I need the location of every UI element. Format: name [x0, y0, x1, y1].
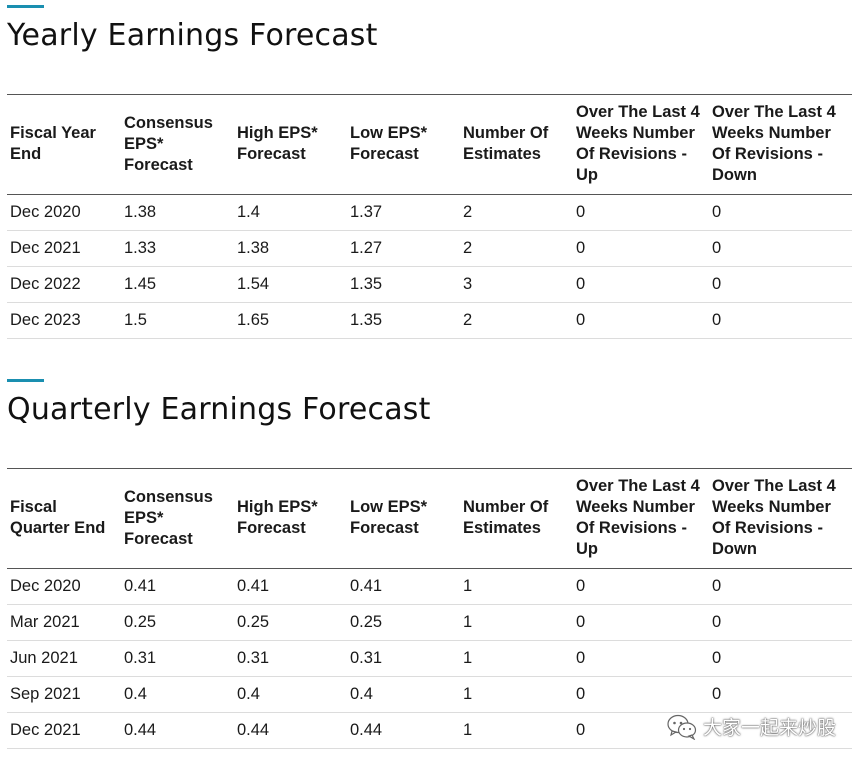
table-cell: 0.44: [121, 712, 234, 749]
table-cell: 3: [460, 266, 573, 303]
table-cell: 0: [573, 604, 709, 641]
watermark-text: 大家一起来炒股: [702, 717, 836, 739]
table-cell: 1.4: [234, 194, 347, 231]
watermark: 大家一起来炒股: [667, 713, 836, 741]
table-cell: Mar 2021: [7, 604, 121, 641]
table-cell: 0: [573, 266, 709, 303]
table-row: Dec 2023 1.5 1.65 1.35 2 0 0: [7, 302, 852, 339]
quarterly-header-consensus-eps: Consensus EPS* Forecast: [124, 487, 213, 548]
table-cell: [709, 712, 852, 749]
table-cell: 0.25: [121, 604, 234, 641]
table-cell: 0: [709, 230, 852, 267]
table-cell: 1.33: [121, 230, 234, 267]
yearly-section: Yearly Earnings Forecast Fiscal Year End…: [7, 5, 852, 339]
quarterly-header-low-eps: Low EPS* Forecast: [350, 498, 428, 537]
table-row: Mar 2021 0.25 0.25 0.25 1 0 0: [7, 604, 852, 641]
quarterly-header-fiscal-quarter-end: Fiscal Quarter End: [10, 498, 106, 537]
yearly-accent-bar: [7, 5, 44, 8]
table-cell: 0.4: [234, 676, 347, 713]
table-cell: 2: [460, 302, 573, 339]
table-cell: 0: [709, 640, 852, 677]
table-cell: Dec 2021: [7, 230, 121, 267]
table-cell: 1: [460, 640, 573, 677]
yearly-table: Fiscal Year End Consensus EPS* Forecast …: [7, 94, 852, 339]
table-cell: 0.4: [347, 676, 460, 713]
table-cell: 1.38: [234, 230, 347, 267]
table-cell: 1: [460, 676, 573, 713]
table-row: Dec 2020 0.41 0.41 0.41 1 0 0: [7, 568, 852, 605]
table-cell: 1.27: [347, 230, 460, 267]
table-cell: 1.38: [121, 194, 234, 231]
table-cell: 0.44: [234, 712, 347, 749]
yearly-header-revisions-down: Over The Last 4 Weeks Number Of Revision…: [712, 103, 836, 184]
table-cell: 0: [573, 230, 709, 267]
quarterly-header-revisions-down: Over The Last 4 Weeks Number Of Revision…: [712, 477, 836, 558]
yearly-header-row: Fiscal Year End Consensus EPS* Forecast …: [7, 94, 852, 195]
wechat-icon: [667, 714, 697, 741]
quarterly-title: Quarterly Earnings Forecast: [7, 392, 431, 427]
quarterly-header-high-eps: High EPS* Forecast: [237, 498, 318, 537]
table-cell: Dec 2020: [7, 568, 121, 605]
table-cell: 0: [573, 302, 709, 339]
table-cell: 1.5: [121, 302, 234, 339]
table-cell: 0.41: [234, 568, 347, 605]
table-cell: 0: [709, 568, 852, 605]
quarterly-header-row: Fiscal Quarter End Consensus EPS* Foreca…: [7, 468, 852, 569]
table-cell: 1: [460, 604, 573, 641]
table-cell: Dec 2023: [7, 302, 121, 339]
table-cell: 2: [460, 194, 573, 231]
table-cell: 0: [573, 640, 709, 677]
yearly-header-low-eps: Low EPS* Forecast: [350, 124, 428, 163]
table-cell: 0: [709, 676, 852, 713]
table-cell: 2: [460, 230, 573, 267]
quarterly-table: Fiscal Quarter End Consensus EPS* Foreca…: [7, 468, 852, 749]
table-cell: 0.41: [121, 568, 234, 605]
table-cell: 1.45: [121, 266, 234, 303]
table-cell: 0: [709, 302, 852, 339]
yearly-header-consensus-eps: Consensus EPS* Forecast: [124, 113, 213, 174]
table-cell: 1.35: [347, 302, 460, 339]
table-cell: 0.31: [234, 640, 347, 677]
table-cell: 0.44: [347, 712, 460, 749]
table-row: Dec 2021 1.33 1.38 1.27 2 0 0: [7, 230, 852, 267]
table-cell: 0: [709, 266, 852, 303]
yearly-header-revisions-up: Over The Last 4 Weeks Number Of Revision…: [576, 103, 700, 184]
table-cell: Sep 2021: [7, 676, 121, 713]
table-cell: 0: [573, 568, 709, 605]
quarterly-header-number-of-estimates: Number Of Estimates: [463, 498, 549, 537]
table-cell: 1: [460, 712, 573, 749]
yearly-title: Yearly Earnings Forecast: [7, 18, 378, 53]
table-row: Dec 2022 1.45 1.54 1.35 3 0 0: [7, 266, 852, 303]
table-cell: Dec 2022: [7, 266, 121, 303]
quarterly-accent-bar: [7, 379, 44, 382]
table-cell: 0.41: [347, 568, 460, 605]
yearly-header-fiscal-year-end: Fiscal Year End: [10, 124, 96, 163]
table-cell: Jun 2021: [7, 640, 121, 677]
table-cell: 0.4: [121, 676, 234, 713]
table-cell: 1.65: [234, 302, 347, 339]
table-cell: Dec 2020: [7, 194, 121, 231]
table-cell: 1.54: [234, 266, 347, 303]
table-cell: 0: [709, 604, 852, 641]
table-cell: 0: [709, 194, 852, 231]
yearly-header-high-eps: High EPS* Forecast: [237, 124, 318, 163]
table-cell: 1.37: [347, 194, 460, 231]
table-cell: Dec 2021: [7, 712, 121, 749]
table-cell: 0.31: [121, 640, 234, 677]
quarterly-header-revisions-up: Over The Last 4 Weeks Number Of Revision…: [576, 477, 700, 558]
table-cell: 0.25: [234, 604, 347, 641]
table-cell: 1.35: [347, 266, 460, 303]
table-cell: 0.31: [347, 640, 460, 677]
table-row: Jun 2021 0.31 0.31 0.31 1 0 0: [7, 640, 852, 677]
table-row: Sep 2021 0.4 0.4 0.4 1 0 0: [7, 676, 852, 713]
table-cell: 0: [573, 194, 709, 231]
table-cell: 0.25: [347, 604, 460, 641]
quarterly-section: Quarterly Earnings Forecast Fiscal Quart…: [7, 379, 852, 749]
table-row: Dec 2021 0.44 0.44 0.44 1 0: [7, 712, 852, 749]
table-cell: 1: [460, 568, 573, 605]
table-cell: 0: [573, 676, 709, 713]
yearly-header-number-of-estimates: Number Of Estimates: [463, 124, 549, 163]
table-row: Dec 2020 1.38 1.4 1.37 2 0 0: [7, 194, 852, 231]
